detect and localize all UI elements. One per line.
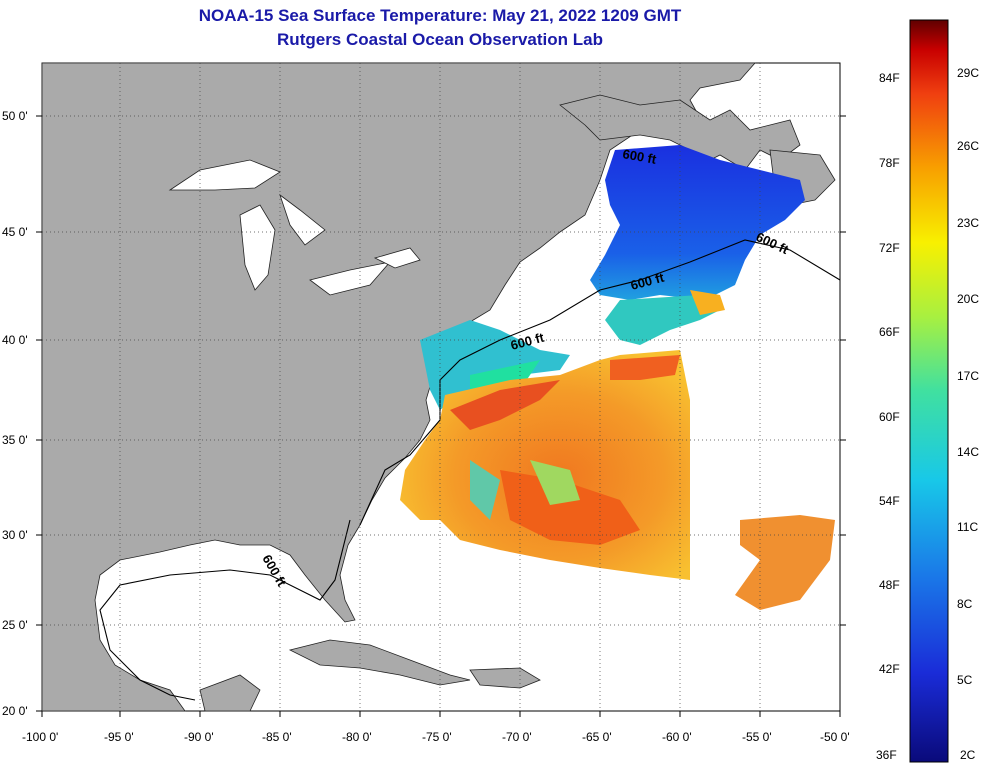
lat-label-45: 45 0' bbox=[2, 225, 28, 239]
colorbar-c-14: 14C bbox=[957, 445, 980, 459]
contour-600ft bbox=[99, 239, 841, 701]
lon-label-85: -85 0' bbox=[262, 730, 292, 744]
lat-label-35: 35 0' bbox=[2, 433, 28, 447]
lon-label-95: -95 0' bbox=[104, 730, 134, 744]
map-title: NOAA-15 Sea Surface Temperature: May 21,… bbox=[198, 6, 682, 25]
lat-label-25: 25 0' bbox=[2, 618, 28, 632]
colorbar-c-5: 5C bbox=[957, 673, 973, 687]
great-lakes bbox=[168, 159, 421, 296]
colorbar-f-36: 36F bbox=[876, 748, 897, 762]
colorbar-c-23: 23C bbox=[957, 216, 980, 230]
lon-label-50: -50 0' bbox=[820, 730, 850, 744]
colorbar-f-60: 60F bbox=[879, 410, 900, 424]
contour-label-gulf-stlawrence: 600 ft bbox=[621, 146, 658, 167]
lon-label-60: -60 0' bbox=[662, 730, 692, 744]
colorbar-f-72: 72F bbox=[879, 241, 900, 255]
lon-label-90: -90 0' bbox=[184, 730, 214, 744]
lat-label-30: 30 0' bbox=[2, 528, 28, 542]
colorbar-f-66: 66F bbox=[879, 325, 900, 339]
colorbar-f-42: 42F bbox=[879, 662, 900, 676]
colorbar-c-20: 20C bbox=[957, 292, 980, 306]
colorbar-c-26: 26C bbox=[957, 139, 980, 153]
colorbar-c-17: 17C bbox=[957, 369, 980, 383]
colorbar-c-11: 11C bbox=[957, 520, 979, 534]
lat-label-20: 20 0' bbox=[2, 704, 28, 718]
colorbar-f-78: 78F bbox=[879, 156, 900, 170]
lon-label-100: -100 0' bbox=[22, 730, 58, 744]
lat-lon-grid bbox=[42, 63, 840, 711]
axis-ticks bbox=[36, 115, 846, 717]
colorbar-c-29: 29C bbox=[957, 66, 980, 80]
map-subtitle: Rutgers Coastal Ocean Observation Lab bbox=[277, 30, 603, 49]
lon-label-65: -65 0' bbox=[582, 730, 612, 744]
lat-label-40: 40 0' bbox=[2, 333, 28, 347]
colorbar-c-8: 8C bbox=[957, 597, 973, 611]
colorbar-f-48: 48F bbox=[879, 578, 900, 592]
lat-label-50: 50 0' bbox=[2, 109, 28, 123]
colorbar-f-84: 84F bbox=[879, 71, 900, 85]
sst-south-warm bbox=[400, 350, 835, 610]
colorbar bbox=[909, 19, 949, 763]
lon-label-75: -75 0' bbox=[422, 730, 452, 744]
colorbar-f-54: 54F bbox=[879, 494, 900, 508]
lon-label-55: -55 0' bbox=[742, 730, 772, 744]
colorbar-c-2: 2C bbox=[960, 748, 976, 762]
lon-label-70: -70 0' bbox=[502, 730, 532, 744]
lon-label-80: -80 0' bbox=[342, 730, 372, 744]
